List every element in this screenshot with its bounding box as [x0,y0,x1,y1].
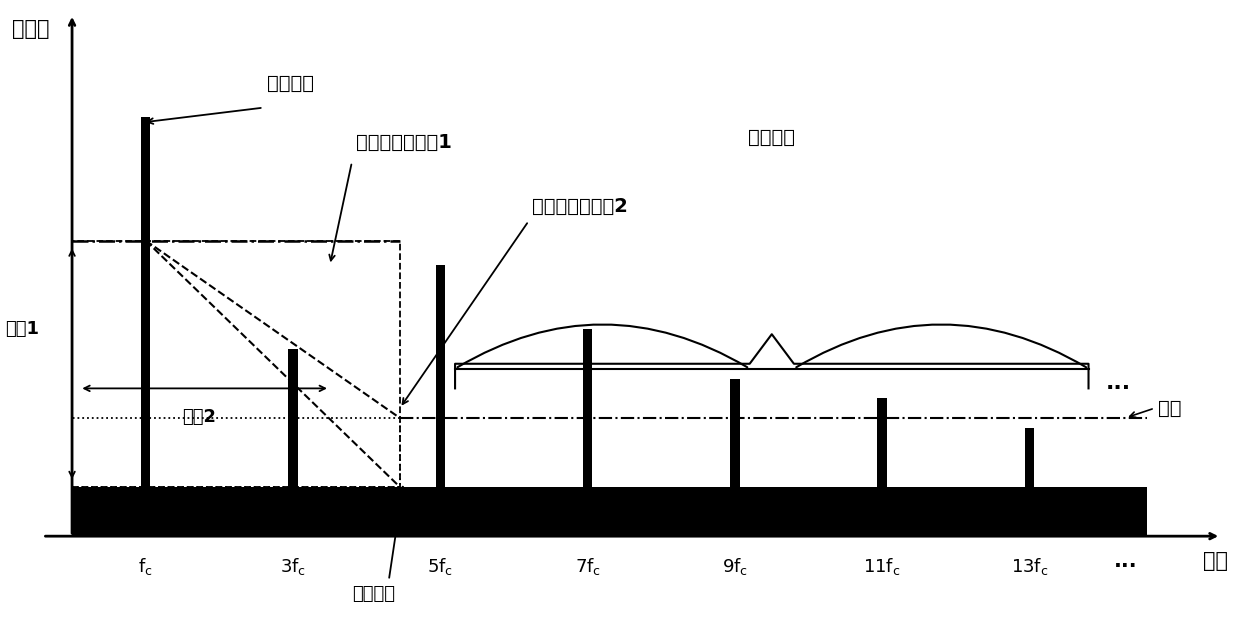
Text: $\mathrm{3f_c}$: $\mathrm{3f_c}$ [280,556,306,577]
Text: $\mathrm{11f_c}$: $\mathrm{11f_c}$ [863,556,901,577]
Bar [1024,428,1034,487]
Bar [730,379,740,487]
Bar [583,329,593,487]
Text: $\mathrm{7f_c}$: $\mathrm{7f_c}$ [574,556,600,577]
Text: ···: ··· [1114,556,1137,576]
Text: 截止频率: 截止频率 [352,586,396,603]
Text: 底噪: 底噪 [1158,399,1182,418]
Bar [72,487,1147,536]
Text: 滤波器抑制要求1: 滤波器抑制要求1 [356,133,451,152]
Text: $\mathrm{f_c}$: $\mathrm{f_c}$ [139,556,153,577]
Text: 通带1: 通带1 [5,320,38,338]
Bar [878,398,887,487]
Text: 滤波器抑制要求2: 滤波器抑制要求2 [532,197,629,216]
Bar [435,265,445,487]
Text: ...: ... [1105,374,1131,393]
Bar [288,349,298,487]
Text: $\mathrm{9f_c}$: $\mathrm{9f_c}$ [722,556,748,577]
Text: $\mathrm{5f_c}$: $\mathrm{5f_c}$ [428,556,454,577]
Text: 频率: 频率 [1204,551,1229,571]
Text: 谐波分量: 谐波分量 [748,128,795,147]
Text: 射频信号: 射频信号 [268,74,314,93]
Text: $\mathrm{13f_c}$: $\mathrm{13f_c}$ [1011,556,1048,577]
Bar [141,118,150,487]
Text: 功率谱: 功率谱 [12,19,50,39]
Text: 通带2: 通带2 [182,408,217,426]
